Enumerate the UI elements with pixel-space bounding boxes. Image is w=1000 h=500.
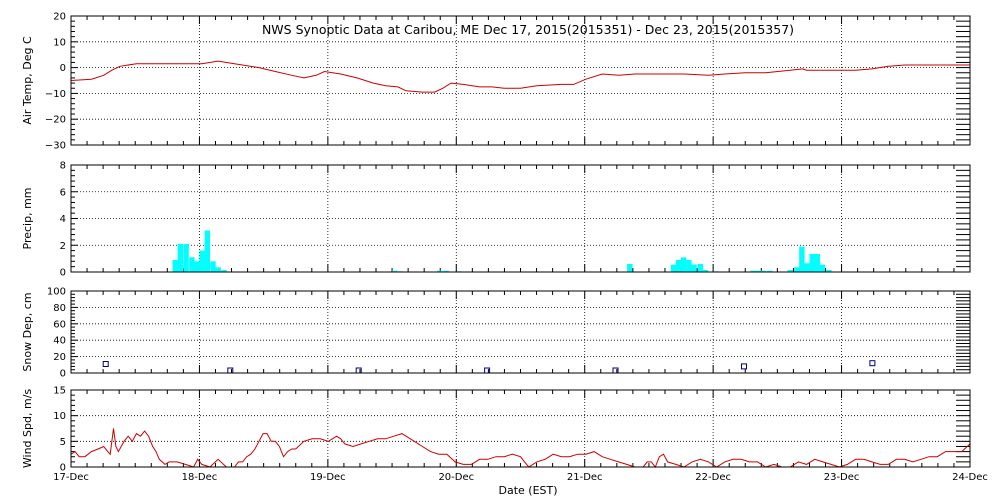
- panel-frame: [70, 290, 971, 374]
- x-tick-label: 21-Dec: [567, 472, 603, 483]
- precip-bar: [189, 257, 195, 272]
- snow-point: [741, 363, 747, 370]
- precip-bar: [215, 267, 221, 272]
- precip-bar: [221, 270, 227, 272]
- y-axis-label-precip: Precip, mm: [21, 188, 34, 250]
- x-tick-label: 22-Dec: [695, 472, 731, 483]
- precip-bar: [670, 264, 677, 272]
- precip-bar: [750, 270, 756, 272]
- precip-bar: [627, 264, 633, 272]
- x-tick-label: 18-Dec: [182, 472, 218, 483]
- y-tick-label: −30: [45, 141, 66, 152]
- precip-bar: [787, 270, 793, 272]
- panel-frame: [70, 164, 971, 273]
- precip-bar: [177, 243, 183, 272]
- precip-bar: [804, 263, 810, 272]
- precip-bar: [755, 270, 761, 272]
- x-axis: 17-Dec 18-Dec 19-Dec 20-Dec 21-Dec 22-Dec 23-D…: [53, 472, 988, 483]
- precip-bar: [814, 253, 820, 272]
- precip-bar: [809, 253, 815, 272]
- precip-bar: [392, 270, 398, 272]
- chart-title: NWS Synoptic Data at Caribou, ME Dec 17,…: [262, 22, 794, 37]
- y-tick-label: 15: [53, 386, 66, 397]
- panel-snow: 100 80 60 40 20 0 Snow Dep, cm: [21, 287, 971, 380]
- y-tick-label: 0: [60, 463, 66, 474]
- y-tick-label: 20: [53, 352, 66, 363]
- x-axis-label: Date (EST): [498, 484, 557, 497]
- y-tick-label: 40: [53, 336, 66, 347]
- y-tick-label: 0: [60, 369, 66, 380]
- y-axis-label-wind: Wind Spd, m/s: [21, 389, 34, 469]
- precip-bar: [702, 270, 709, 272]
- series-line-temp: [70, 60, 970, 93]
- y-tick-label: −10: [45, 89, 66, 100]
- precip-bar: [210, 261, 216, 272]
- precip-bar: [767, 270, 773, 272]
- panel-wind: 15 10 5 0 Wind Spd, m/s: [21, 386, 971, 474]
- x-tick-label: 19-Dec: [310, 472, 346, 483]
- y-tick-label: 4: [60, 214, 66, 225]
- precip-bar: [760, 270, 767, 272]
- precip-bar: [183, 243, 189, 272]
- precip-bar: [204, 230, 210, 272]
- precip-bar: [437, 270, 443, 272]
- precip-bar: [443, 270, 449, 272]
- precip-bar: [697, 264, 704, 272]
- x-tick-label: 24-Dec: [952, 472, 988, 483]
- precip-bar: [681, 257, 687, 272]
- y-tick-label: 100: [47, 287, 66, 298]
- precip-bar: [826, 270, 832, 272]
- snow-point: [869, 360, 876, 367]
- x-tick-label: 20-Dec: [438, 472, 474, 483]
- x-tick-label: 17-Dec: [53, 472, 89, 483]
- y-tick-label: 10: [53, 411, 66, 422]
- x-tick-label: 23-Dec: [824, 472, 860, 483]
- y-tick-label: −20: [45, 115, 66, 126]
- y-tick-label: 6: [60, 187, 66, 198]
- y-tick-label: 60: [53, 319, 66, 330]
- precip-bar: [691, 264, 697, 272]
- y-tick-label: 8: [60, 161, 66, 172]
- y-tick-label: 5: [60, 437, 66, 448]
- y-axis-label-snow: Snow Dep, cm: [21, 292, 34, 371]
- panel-frame: [70, 15, 971, 146]
- precip-bar: [172, 260, 178, 272]
- panel-frame: [70, 389, 971, 468]
- snow-point: [102, 361, 109, 367]
- series-line-wind: [70, 428, 971, 468]
- precip-bar: [199, 250, 205, 272]
- precip-bar: [686, 260, 692, 272]
- y-tick-label: 80: [53, 303, 66, 314]
- snow-point: [227, 367, 234, 374]
- y-axis-label-temp: Air Temp, Deg C: [21, 36, 34, 125]
- y-tick-label: 2: [60, 241, 66, 252]
- precip-bar: [675, 260, 682, 272]
- precip-bar: [794, 267, 800, 272]
- y-tick-label: 0: [60, 268, 66, 279]
- precip-bar: [819, 264, 826, 272]
- y-tick-label: 20: [53, 12, 66, 23]
- y-tick-label: 10: [53, 37, 66, 48]
- precip-bar: [194, 261, 200, 272]
- panel-precip: 8 6 4 2 0 Precip, mm: [21, 161, 971, 279]
- precip-bar: [799, 246, 805, 272]
- y-tick-label: 0: [60, 63, 66, 74]
- panel-temp: 20 10 0 −10 −20 −30 Air Temp, Deg C: [21, 12, 971, 152]
